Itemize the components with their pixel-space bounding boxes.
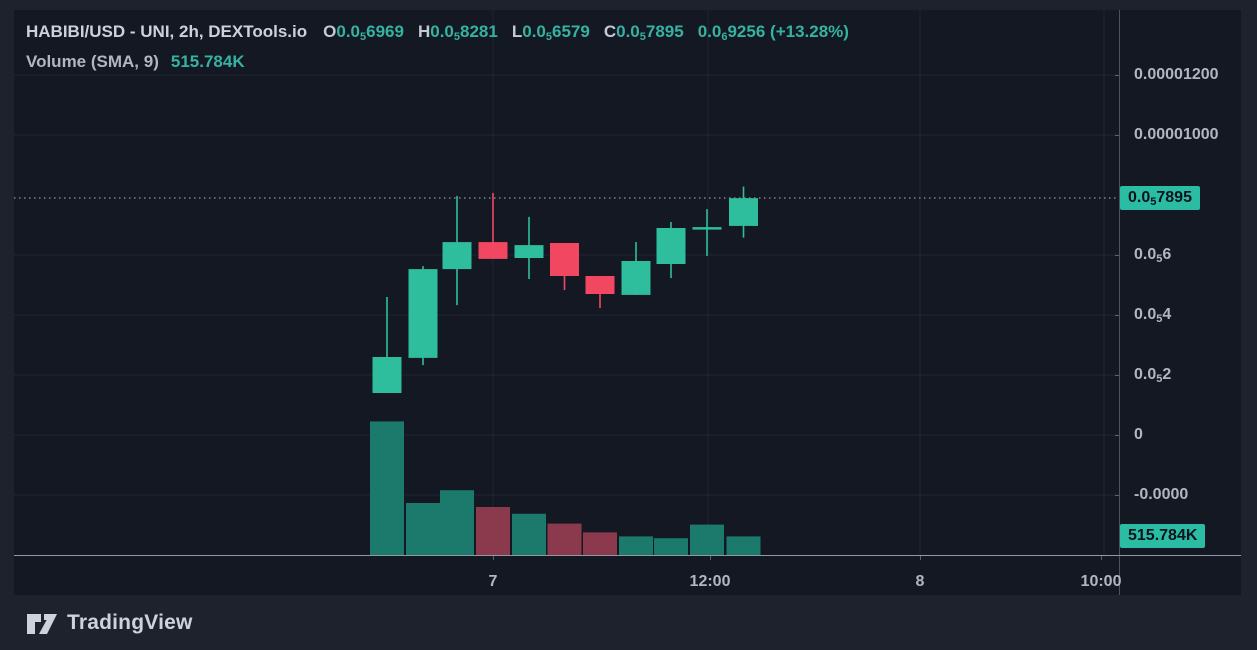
price-axis-tick [1115,495,1119,496]
time-axis[interactable]: 7 12:00 8 10:00 [14,555,1122,595]
time-axis-label: 10:00 [1080,573,1122,590]
ohlc-item: H0.058281 [417,22,498,43]
price-axis-label: 0 [1134,426,1143,443]
volume-bars [370,421,761,555]
time-axis-separator [14,555,1241,556]
chart-panel: HABIBI/USD - UNI, 2h, DEXTools.io O0.056… [14,10,1241,595]
price-axis-tick [1115,315,1119,316]
price-axis-separator [1119,10,1120,595]
time-axis-label: 7 [488,573,498,590]
price-axis-label: 0.00001000 [1134,126,1219,143]
legend-row-indicator: Volume (SMA, 9) 515.784K [26,49,849,74]
ohlc-item: L0.056579 [511,22,590,43]
indicator-value: 515.784K [170,52,245,71]
time-axis-tick [493,556,494,560]
time-axis-tick [710,556,711,560]
last-price-badge: 0.057895 [1120,186,1200,210]
time-axis-label: 12:00 [689,573,731,590]
price-axis-tick [1115,375,1119,376]
change-value: 0.069256 (+13.28%) [697,22,849,43]
ohlc-legend: O0.056969 H0.058281 L0.056579 C0.057895 [323,19,684,44]
price-axis-label: 0.052 [1134,366,1172,385]
price-axis-label: 0.054 [1134,306,1172,325]
time-axis-tick [1101,556,1102,560]
ohlc-item: C0.057895 [603,22,684,43]
time-axis-label: 8 [915,573,925,590]
gridlines [14,10,1119,556]
legend-row-symbol: HABIBI/USD - UNI, 2h, DEXTools.io O0.056… [26,19,849,44]
ohlc-item: O0.056969 [323,22,404,43]
tradingview-logo-icon[interactable] [25,607,59,639]
indicator-label[interactable]: Volume (SMA, 9) [26,52,159,71]
symbol-title[interactable]: HABIBI/USD - UNI, 2h, DEXTools.io [26,22,308,41]
price-axis-label: 0.056 [1134,246,1172,265]
candles [372,186,758,393]
price-axis-tick [1115,135,1119,136]
price-axis[interactable]: 0.057895 515.784K 0.00001200 0.00001000 0.… [1115,10,1241,595]
time-axis-tick [920,556,921,560]
price-chart-plot[interactable] [14,10,1119,556]
price-axis-tick [1115,75,1119,76]
tradingview-brand[interactable]: TradingView [67,610,193,634]
price-axis-tick [1115,435,1119,436]
price-axis-label: 0.00001200 [1134,66,1219,83]
footer-bar: TradingView [0,595,1257,650]
volume-badge: 515.784K [1120,524,1206,548]
chart-legend: HABIBI/USD - UNI, 2h, DEXTools.io O0.056… [26,19,849,74]
price-axis-label: -0.0000 [1134,486,1189,503]
price-axis-tick [1115,255,1119,256]
